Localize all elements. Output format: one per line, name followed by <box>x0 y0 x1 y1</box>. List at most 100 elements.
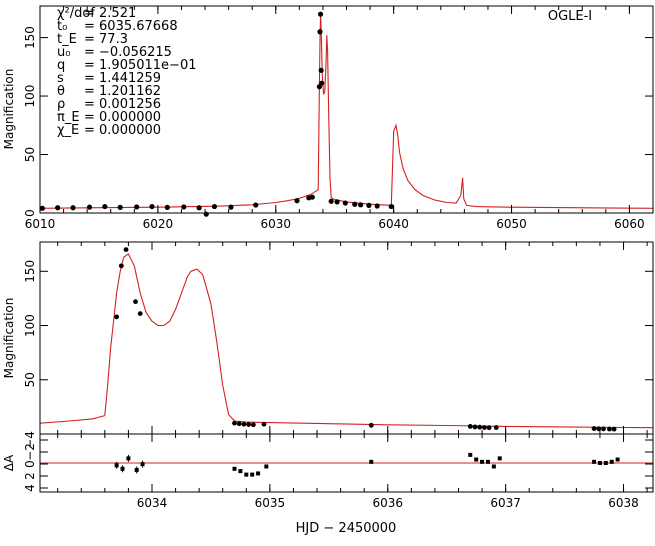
top-data-point <box>102 203 108 210</box>
param-symbol: χ_E <box>57 123 79 138</box>
y-tick-label: 0 <box>23 460 37 468</box>
top-data-point <box>388 203 394 210</box>
residual-point <box>597 461 602 465</box>
param-value: = 1.441259 <box>84 71 161 86</box>
middle-data-point <box>368 422 374 428</box>
top-data-point <box>86 204 93 210</box>
param-symbol: ρ <box>57 97 65 112</box>
x-tick-label: 6038 <box>608 496 639 510</box>
middle-data-point <box>611 426 617 432</box>
top-data-point <box>211 203 218 210</box>
residual-point <box>120 466 125 471</box>
x-tick-label: 6034 <box>137 496 168 510</box>
residual-point <box>497 456 502 461</box>
top-data-point <box>358 202 364 208</box>
param-value: = 1.201162 <box>84 84 161 99</box>
x-axis-label: HJD − 2450000 <box>296 521 397 536</box>
residual-points-layer <box>114 452 620 477</box>
y-tick-label: 50 <box>23 372 37 387</box>
top-data-point <box>374 203 380 209</box>
residual-point <box>256 471 261 476</box>
residual-point <box>126 456 131 461</box>
residual-point <box>491 464 496 469</box>
top-data-point <box>55 205 61 211</box>
param-value: = 1.905011e−01 <box>84 58 197 73</box>
middle-data-point <box>596 426 602 432</box>
top-data-point <box>352 201 358 207</box>
middle-data-point <box>591 426 597 431</box>
x-tick-label: 6050 <box>496 217 527 231</box>
top-data-point <box>228 204 234 210</box>
top-plot-frame <box>39 5 654 214</box>
top-data-point <box>39 205 45 211</box>
middle-data-point <box>123 247 129 252</box>
middle-ticks-layer: 50 100 150 <box>23 242 653 434</box>
top-model-curve <box>39 14 654 209</box>
param-symbol: u₀ <box>57 45 70 60</box>
middle-data-point <box>236 421 242 427</box>
middle-data-point <box>601 426 606 432</box>
y-tick-label: 100 <box>23 314 37 337</box>
residual-point <box>250 472 255 477</box>
middle-data-point <box>246 422 252 427</box>
x-tick-label: 6036 <box>372 496 403 510</box>
middle-model-curve <box>39 253 654 429</box>
residual-point <box>264 464 269 469</box>
param-symbol: θ <box>57 84 65 99</box>
residual-point <box>238 469 243 474</box>
residual-panel: 6034 6035 6036 6037 6038 −4−20 2 4 ΔA <box>2 431 654 510</box>
top-data-point <box>294 198 300 204</box>
x-tick-label: 6030 <box>260 217 291 231</box>
residual-point <box>232 466 237 471</box>
top-data-point <box>317 11 324 17</box>
middle-model-layer <box>39 253 654 429</box>
middle-data-point <box>472 424 478 430</box>
param-value: = −0.056215 <box>84 45 172 60</box>
top-data-point <box>134 204 140 210</box>
top-data-point <box>149 203 155 210</box>
top-ylabel: Magnification <box>2 69 16 150</box>
param-value: = 0.001256 <box>84 97 161 112</box>
middle-data-point <box>241 421 247 427</box>
observatory-label: OGLE-I <box>548 9 592 24</box>
residual-point <box>468 452 473 457</box>
residual-point <box>474 457 479 462</box>
top-data-point <box>164 204 170 210</box>
param-value: = 0.000000 <box>84 123 161 138</box>
top-panel: 6010 6020 6030 6040 6050 6060 0 50 100 150 OGLE-I… <box>2 5 654 231</box>
middle-data-point <box>482 425 487 430</box>
top-model-layer <box>39 14 654 209</box>
middle-points-layer <box>114 247 617 432</box>
middle-data-point <box>250 422 256 428</box>
x-tick-label: 6060 <box>614 217 645 231</box>
residual-point <box>134 467 139 472</box>
top-data-point <box>334 199 340 205</box>
x-tick-label: 6040 <box>378 217 409 231</box>
y-tick-label: 150 <box>23 260 37 283</box>
top-data-point <box>203 211 209 217</box>
param-symbol: π_E <box>57 110 80 125</box>
x-tick-label: 6037 <box>490 496 521 510</box>
param-value: = 77.3 <box>84 32 128 47</box>
top-data-point <box>181 204 187 210</box>
param-value: = 0.000000 <box>84 110 161 125</box>
residual-ticks-layer: 6034 6035 6036 6037 6038 −4−20 2 4 <box>23 431 653 510</box>
param-symbol: t_E <box>57 32 77 47</box>
top-data-point <box>196 205 202 211</box>
middle-data-point <box>261 421 267 427</box>
param-value: = 6035.67668 <box>84 19 178 34</box>
top-ticks-layer: 6010 6020 6030 6040 6050 6060 0 50 100 150 <box>23 6 654 231</box>
top-data-point <box>318 67 324 73</box>
residual-point <box>114 463 119 468</box>
middle-data-point <box>467 424 473 429</box>
middle-data-point <box>477 424 483 430</box>
y-tick-label: 2 <box>23 472 37 480</box>
residual-ylabel: ΔA <box>2 454 16 471</box>
y-tick-label: 150 <box>23 26 37 49</box>
top-data-point <box>319 80 325 86</box>
residual-point <box>485 459 490 464</box>
top-data-point <box>342 200 348 206</box>
param-value: = 2.521 <box>84 6 136 21</box>
